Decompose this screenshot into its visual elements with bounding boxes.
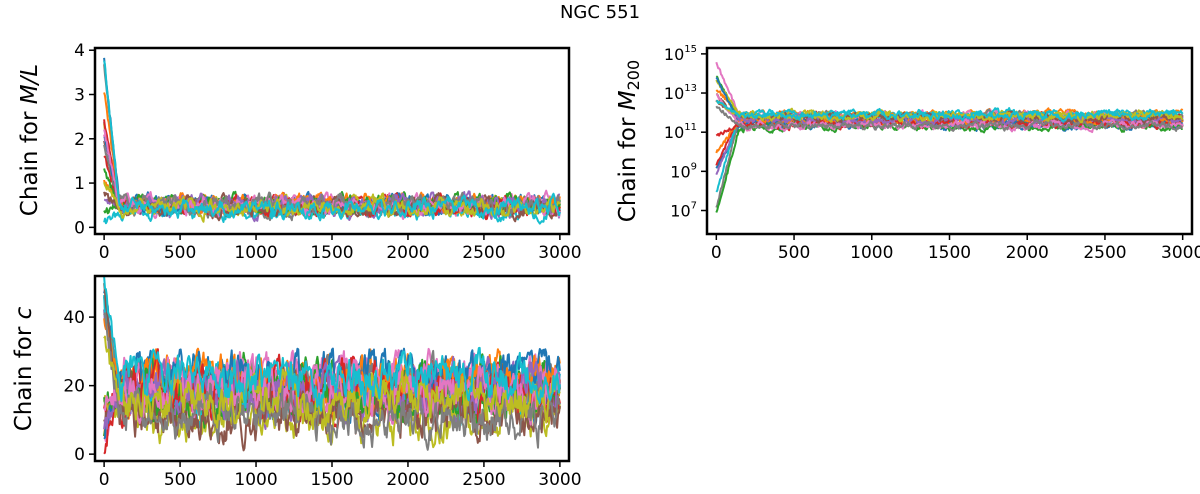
chain-ml-xtick-label: 1500 (310, 243, 353, 263)
chain-ml-walker-line (103, 57, 561, 216)
chain-c-ylabel: Chain for c (11, 306, 37, 431)
chain-ml-ytick-label: 2 (74, 130, 85, 150)
chain-m200-walker-line (716, 100, 1184, 123)
chain-c-walker-line (103, 276, 561, 412)
chain-m200-panel: 0 500 1000 1500 2000 2500 3000 107 109 1011 1013 10… (615, 44, 1200, 263)
chain-m200-series-group (715, 61, 1184, 213)
chain-m200-ytick-label: 1013 (664, 83, 697, 103)
chain-m200-xtick-label: 0 (711, 243, 722, 263)
chain-c-ytick-label: 0 (74, 445, 85, 465)
chain-c-ytick-label: 20 (63, 377, 85, 397)
chain-ml-xtick-label: 0 (99, 243, 110, 263)
chain-c-xtick-label: 1500 (310, 470, 353, 490)
chain-m200-xtick-label: 1500 (928, 243, 971, 263)
chain-ml-ylabel: Chain for M/L (17, 64, 43, 216)
chain-ml-walker-line (103, 182, 561, 223)
chain-c-xtick-label: 2000 (386, 470, 429, 490)
chain-m200-ytick-label: 109 (670, 161, 697, 181)
chain-c-walker-line (103, 312, 561, 451)
chain-c-panel: 0 500 1000 1500 2000 2500 3000 0 20 40 Chain for c (11, 274, 582, 490)
chain-m200-ylabel: Chain for M200 (615, 60, 643, 222)
chain-c-xtick-label: 0 (99, 470, 110, 490)
chain-ml-ytick-label: 3 (74, 86, 85, 106)
chain-m200-xtick-label: 2500 (1083, 243, 1126, 263)
chain-ml-ytick-label: 4 (74, 41, 85, 61)
figure-title: NGC 551 (559, 2, 641, 23)
chain-ml-ytick-label: 0 (74, 218, 85, 238)
chain-c-xtick-label: 2500 (462, 470, 505, 490)
chain-m200-walker-line (715, 121, 1183, 213)
chain-c-xtick-label: 1000 (234, 470, 277, 490)
chain-m200-ytick-label: 1011 (664, 122, 697, 142)
chain-m200-xtick-label: 1000 (850, 243, 893, 263)
chain-ml-ytick-label: 1 (74, 174, 85, 194)
chain-m200-xtick-label: 3000 (1161, 243, 1200, 263)
chain-ml-walker-line (103, 60, 561, 222)
chain-c-walker-line (103, 335, 561, 429)
chain-m200-xtick-label: 2000 (1006, 243, 1049, 263)
chain-ml-xtick-label: 2000 (386, 243, 429, 263)
chain-ml-panel: 0 500 1000 1500 2000 2500 3000 0 1 2 3 4 Chain for M… (17, 41, 582, 263)
chain-ml-xtick-label: 500 (164, 243, 196, 263)
chain-m200-frame (705, 46, 1194, 236)
chain-c-series-group (103, 276, 561, 455)
chain-c-ytick-label: 40 (63, 308, 85, 328)
chain-ml-xtick-label: 3000 (538, 243, 581, 263)
chain-c-xtick-label: 500 (164, 470, 196, 490)
chain-m200-ytick-label: 107 (670, 201, 697, 221)
chain-m200-xtick-label: 500 (778, 243, 810, 263)
chain-ml-xtick-label: 2500 (462, 243, 505, 263)
chain-m200-ytick-label: 1015 (664, 44, 697, 64)
chain-ml-walker-line (103, 64, 561, 216)
chain-c-walker-line (103, 359, 561, 426)
chain-ml-series-group (103, 57, 561, 225)
chain-c-xtick-label: 3000 (538, 470, 581, 490)
chain-m200-walker-line (715, 105, 1183, 132)
chain-ml-xtick-label: 1000 (234, 243, 277, 263)
chain-m200-walker-line (715, 99, 1184, 124)
